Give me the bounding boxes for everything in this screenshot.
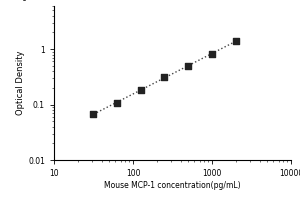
Y-axis label: Optical Density: Optical Density [16, 51, 25, 115]
Point [233, 39, 238, 43]
Text: 6: 6 [21, 0, 26, 3]
Point [115, 102, 119, 105]
Point [91, 112, 95, 115]
Point [186, 64, 190, 67]
Point [162, 76, 167, 79]
Point [210, 52, 214, 56]
X-axis label: Mouse MCP-1 concentration(pg/mL): Mouse MCP-1 concentration(pg/mL) [104, 181, 241, 190]
Point [138, 88, 143, 91]
